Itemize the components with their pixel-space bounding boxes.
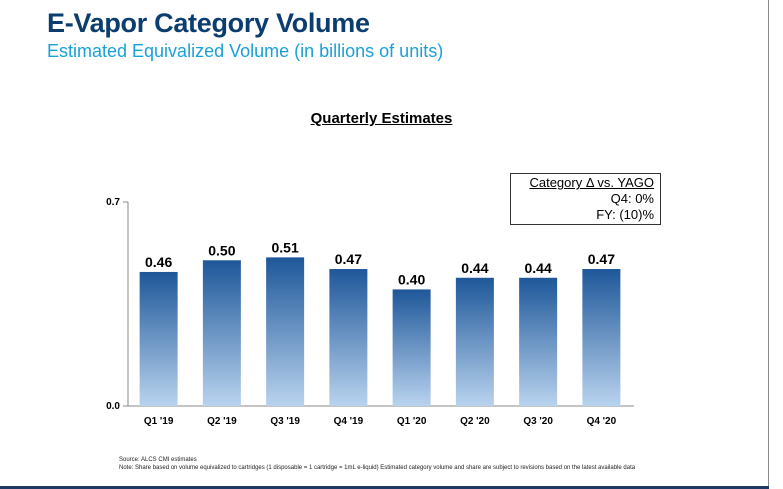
footnote: Source: ALCS CMI estimates Note: Share b…: [119, 457, 659, 472]
y-tick-label-min: 0.0: [106, 401, 120, 412]
chart-title: Quarterly Estimates: [310, 110, 453, 127]
category-label-5: Q2 '20: [460, 416, 490, 427]
page-subtitle: Estimated Equivalized Volume (in billion…: [47, 41, 444, 61]
bar-value-label-4: 0.40: [398, 271, 425, 287]
slide-border-right: [768, 0, 769, 489]
category-label-4: Q1 '20: [397, 416, 427, 427]
change-summary-fy: FY: (10)%: [596, 207, 654, 222]
category-label-6: Q3 '20: [523, 416, 553, 427]
change-summary-q4: Q4: 0%: [610, 191, 654, 206]
change-summary-box: Category Δ vs. YAGO Q4: 0% FY: (10)%: [510, 173, 661, 225]
bar-4: [392, 289, 431, 406]
bar-2: [266, 257, 305, 406]
category-label-3: Q4 '19: [334, 416, 364, 427]
category-label-0: Q1 '19: [144, 416, 174, 427]
bar-6: [519, 277, 558, 406]
bar-1: [202, 260, 241, 406]
bar-value-label-0: 0.46: [145, 254, 172, 270]
bar-5: [455, 277, 494, 406]
category-label-2: Q3 '19: [270, 416, 300, 427]
bar-value-label-3: 0.47: [335, 251, 362, 267]
footnote-source: Source: ALCS CMI estimates: [119, 457, 197, 463]
bar-series: 0.46 Q1 '19 0.50 Q2 '19 0.51 Q3 '19 0.47 Q4 '19…: [139, 239, 621, 427]
change-summary-title: Category Δ vs. YAGO: [529, 175, 654, 190]
bar-value-label-1: 0.50: [208, 242, 235, 258]
slide-border-bottom: [0, 486, 769, 489]
bar-value-label-5: 0.44: [461, 260, 488, 276]
bar-value-label-2: 0.51: [272, 239, 299, 255]
y-tick-label-max: 0.7: [106, 197, 120, 208]
bar-value-label-6: 0.44: [525, 260, 552, 276]
bar-7: [582, 269, 621, 406]
category-label-7: Q4 '20: [587, 416, 617, 427]
footnote-note: Note: Share based on volume equivalized …: [119, 464, 636, 471]
bar-value-label-7: 0.47: [588, 251, 615, 267]
page-title: E-Vapor Category Volume: [47, 8, 370, 38]
bar-3: [329, 269, 368, 406]
category-label-1: Q2 '19: [207, 416, 237, 427]
bar-0: [139, 271, 178, 406]
